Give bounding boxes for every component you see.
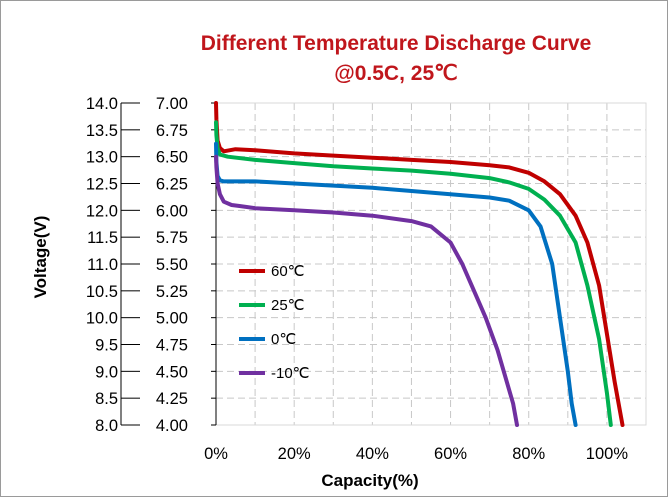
left-tick-label: 10.0 (86, 310, 118, 328)
right-tick-label: 6.25 (156, 176, 188, 194)
x-axis: 0% 20% 40% 60% 80% 100% (204, 445, 628, 463)
right-tick-label: 5.50 (156, 256, 188, 274)
right-tick-label: 5.25 (156, 283, 188, 301)
right-tick-label: 6.00 (156, 202, 188, 220)
left-tick-label: 13.5 (86, 122, 118, 140)
left-tick-label: 8.0 (95, 417, 118, 435)
left-tick-label: 14.0 (86, 95, 118, 113)
left-y-axis: 14.0 13.5 13.0 12.5 12.0 11.5 11.0 10.5 10.0 9.5 9… (86, 95, 129, 435)
left-tick-label: 11.0 (87, 256, 118, 274)
x-tick-label: 20% (278, 445, 311, 463)
x-tick-label: 40% (356, 445, 389, 463)
x-tick-label: 100% (586, 445, 629, 463)
left-tick-label: 10.5 (86, 283, 118, 301)
x-tick-label: 80% (512, 445, 545, 463)
legend-label: 25℃ (271, 297, 305, 314)
left-tick-label: 9.5 (95, 337, 118, 355)
right-tick-label: 5.75 (156, 229, 188, 247)
left-tick-label: 12.0 (86, 202, 118, 220)
chart-subtitle: @0.5C, 25℃ (334, 62, 457, 85)
right-tick-label: 5.00 (156, 310, 188, 328)
right-tick-label: 4.75 (156, 337, 188, 355)
x-tick-label: 0% (204, 445, 228, 463)
series-line (214, 120, 613, 427)
x-tick-label: 60% (434, 445, 467, 463)
right-tick-label: 7.00 (156, 95, 188, 113)
legend-label: -10℃ (271, 365, 310, 382)
legend: 60℃ 25℃ 0℃ -10℃ (239, 263, 310, 382)
legend-label: 60℃ (271, 263, 305, 280)
series-line (214, 154, 519, 427)
series-line (214, 101, 625, 427)
right-tick-label: 6.75 (156, 122, 188, 140)
right-tick-label: 4.25 (156, 390, 188, 408)
right-tick-label: 4.50 (156, 363, 188, 381)
y-axis-title: Voltage(V) (31, 216, 50, 299)
x-axis-title: Capacity(%) (321, 471, 418, 490)
right-y-axis: 7.00 6.75 6.50 6.25 6.00 5.75 5.50 5.25 5.00 4.75… (129, 95, 217, 435)
legend-label: 0℃ (271, 331, 296, 348)
right-tick-label: 4.00 (156, 417, 188, 435)
left-tick-label: 13.0 (86, 149, 118, 167)
series-line (214, 141, 578, 427)
left-tick-label: 12.5 (86, 176, 118, 194)
series-lines (214, 101, 625, 427)
left-tick-label: 8.5 (95, 390, 118, 408)
left-tick-label: 9.0 (95, 363, 118, 381)
right-tick-label: 6.50 (156, 149, 188, 167)
chart-title: Different Temperature Discharge Curve (201, 32, 592, 55)
left-tick-label: 11.5 (87, 229, 118, 247)
